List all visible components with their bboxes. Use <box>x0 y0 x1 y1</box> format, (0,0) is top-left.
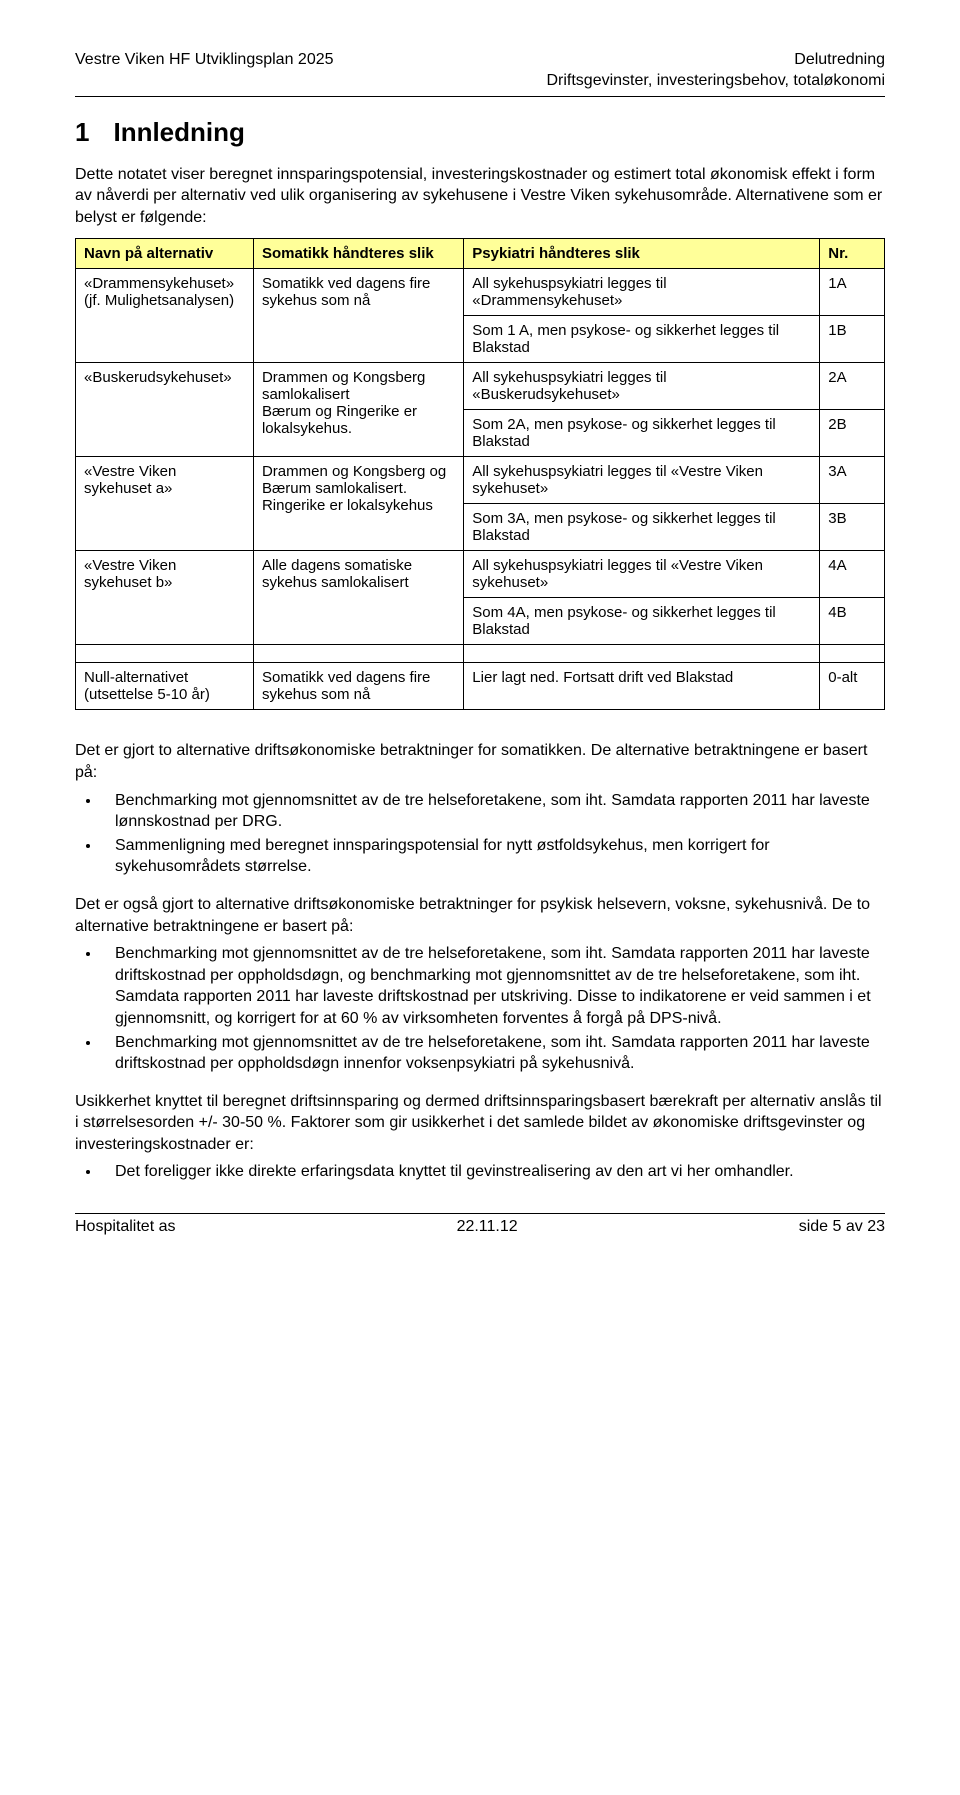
header-right-line2: Driftsgevinster, investeringsbehov, tota… <box>546 71 885 92</box>
table-row-null: Null-alternativet (utsettelse 5-10 år)So… <box>76 663 885 710</box>
table-row: «Vestre Viken sykehuset b»Alle dagens so… <box>76 551 885 598</box>
intro-paragraph: Dette notatet viser beregnet innsparings… <box>75 164 885 229</box>
cell-psykiatri: Som 2A, men psykose- og sikkerhet legges… <box>464 410 820 457</box>
cell-nr: 3A <box>820 457 885 504</box>
cell-psykiatri: All sykehuspsykiatri legges til «Vestre … <box>464 457 820 504</box>
cell-psykiatri: Som 3A, men psykose- og sikkerhet legges… <box>464 504 820 551</box>
list-item: Benchmarking mot gjennomsnittet av de tr… <box>101 790 885 833</box>
cell-alternative-name: «Vestre Viken sykehuset a» <box>76 457 254 551</box>
table-row: «Vestre Viken sykehuset a»Drammen og Kon… <box>76 457 885 504</box>
th-name: Navn på alternativ <box>76 239 254 269</box>
bullet-list-3: Det foreligger ikke direkte erfaringsdat… <box>75 1161 885 1183</box>
cell-nr: 4B <box>820 598 885 645</box>
header-right-line1: Delutredning <box>546 50 885 71</box>
page-footer: Hospitalitet as 22.11.12 side 5 av 23 <box>75 1213 885 1236</box>
cell-psykiatri: Som 1 A, men psykose- og sikkerhet legge… <box>464 316 820 363</box>
header-divider <box>75 96 885 97</box>
cell-psykiatri: All sykehuspsykiatri legges til «Buskeru… <box>464 363 820 410</box>
cell-psykiatri: Lier lagt ned. Fortsatt drift ved Blakst… <box>464 663 820 710</box>
table-spacer-row <box>76 645 885 663</box>
cell-nr: 3B <box>820 504 885 551</box>
heading-1: 1 Innledning <box>75 117 885 148</box>
cell-somatikk: Drammen og Kongsberg samlokalisert Bærum… <box>253 363 463 457</box>
list-item: Sammenligning med beregnet innsparingspo… <box>101 835 885 878</box>
cell-nr: 1B <box>820 316 885 363</box>
cell-nr: 0-alt <box>820 663 885 710</box>
paragraph-3: Usikkerhet knyttet til beregnet driftsin… <box>75 1091 885 1156</box>
alternatives-table: Navn på alternativ Somatikk håndteres sl… <box>75 238 885 710</box>
paragraph-1: Det er gjort to alternative driftsøkonom… <box>75 740 885 783</box>
cell-psykiatri: All sykehuspsykiatri legges til «Drammen… <box>464 269 820 316</box>
table-row: «Drammensykehuset» (jf. Mulighetsanalyse… <box>76 269 885 316</box>
cell-alternative-name: «Drammensykehuset» (jf. Mulighetsanalyse… <box>76 269 254 363</box>
footer-divider <box>75 1213 885 1214</box>
th-psykiatri: Psykiatri håndteres slik <box>464 239 820 269</box>
document-page: Vestre Viken HF Utviklingsplan 2025 Delu… <box>0 0 960 1276</box>
list-item: Benchmarking mot gjennomsnittet av de tr… <box>101 943 885 1029</box>
cell-nr: 4A <box>820 551 885 598</box>
th-somatikk: Somatikk håndteres slik <box>253 239 463 269</box>
cell-alternative-name: «Buskerudsykehuset» <box>76 363 254 457</box>
cell-alternative-name: Null-alternativet (utsettelse 5-10 år) <box>76 663 254 710</box>
cell-somatikk: Drammen og Kongsberg og Bærum samlokalis… <box>253 457 463 551</box>
header-left: Vestre Viken HF Utviklingsplan 2025 <box>75 50 334 92</box>
paragraph-2: Det er også gjort to alternative driftsø… <box>75 894 885 937</box>
footer-center: 22.11.12 <box>457 1218 518 1236</box>
footer-left: Hospitalitet as <box>75 1218 176 1236</box>
heading-text: Innledning <box>113 117 244 148</box>
heading-number: 1 <box>75 117 89 148</box>
footer-right: side 5 av 23 <box>799 1218 885 1236</box>
cell-nr: 2B <box>820 410 885 457</box>
bullet-list-1: Benchmarking mot gjennomsnittet av de tr… <box>75 790 885 878</box>
cell-alternative-name: «Vestre Viken sykehuset b» <box>76 551 254 645</box>
cell-nr: 1A <box>820 269 885 316</box>
cell-nr: 2A <box>820 363 885 410</box>
list-item: Det foreligger ikke direkte erfaringsdat… <box>101 1161 885 1183</box>
cell-somatikk: Alle dagens somatiske sykehus samlokalis… <box>253 551 463 645</box>
bullet-list-2: Benchmarking mot gjennomsnittet av de tr… <box>75 943 885 1075</box>
list-item: Benchmarking mot gjennomsnittet av de tr… <box>101 1032 885 1075</box>
header-right: Delutredning Driftsgevinster, investerin… <box>546 50 885 92</box>
cell-psykiatri: All sykehuspsykiatri legges til «Vestre … <box>464 551 820 598</box>
cell-psykiatri: Som 4A, men psykose- og sikkerhet legges… <box>464 598 820 645</box>
table-row: «Buskerudsykehuset»Drammen og Kongsberg … <box>76 363 885 410</box>
table-header-row: Navn på alternativ Somatikk håndteres sl… <box>76 239 885 269</box>
th-nr: Nr. <box>820 239 885 269</box>
page-header: Vestre Viken HF Utviklingsplan 2025 Delu… <box>75 50 885 92</box>
cell-somatikk: Somatikk ved dagens fire sykehus som nå <box>253 269 463 363</box>
cell-somatikk: Somatikk ved dagens fire sykehus som nå <box>253 663 463 710</box>
